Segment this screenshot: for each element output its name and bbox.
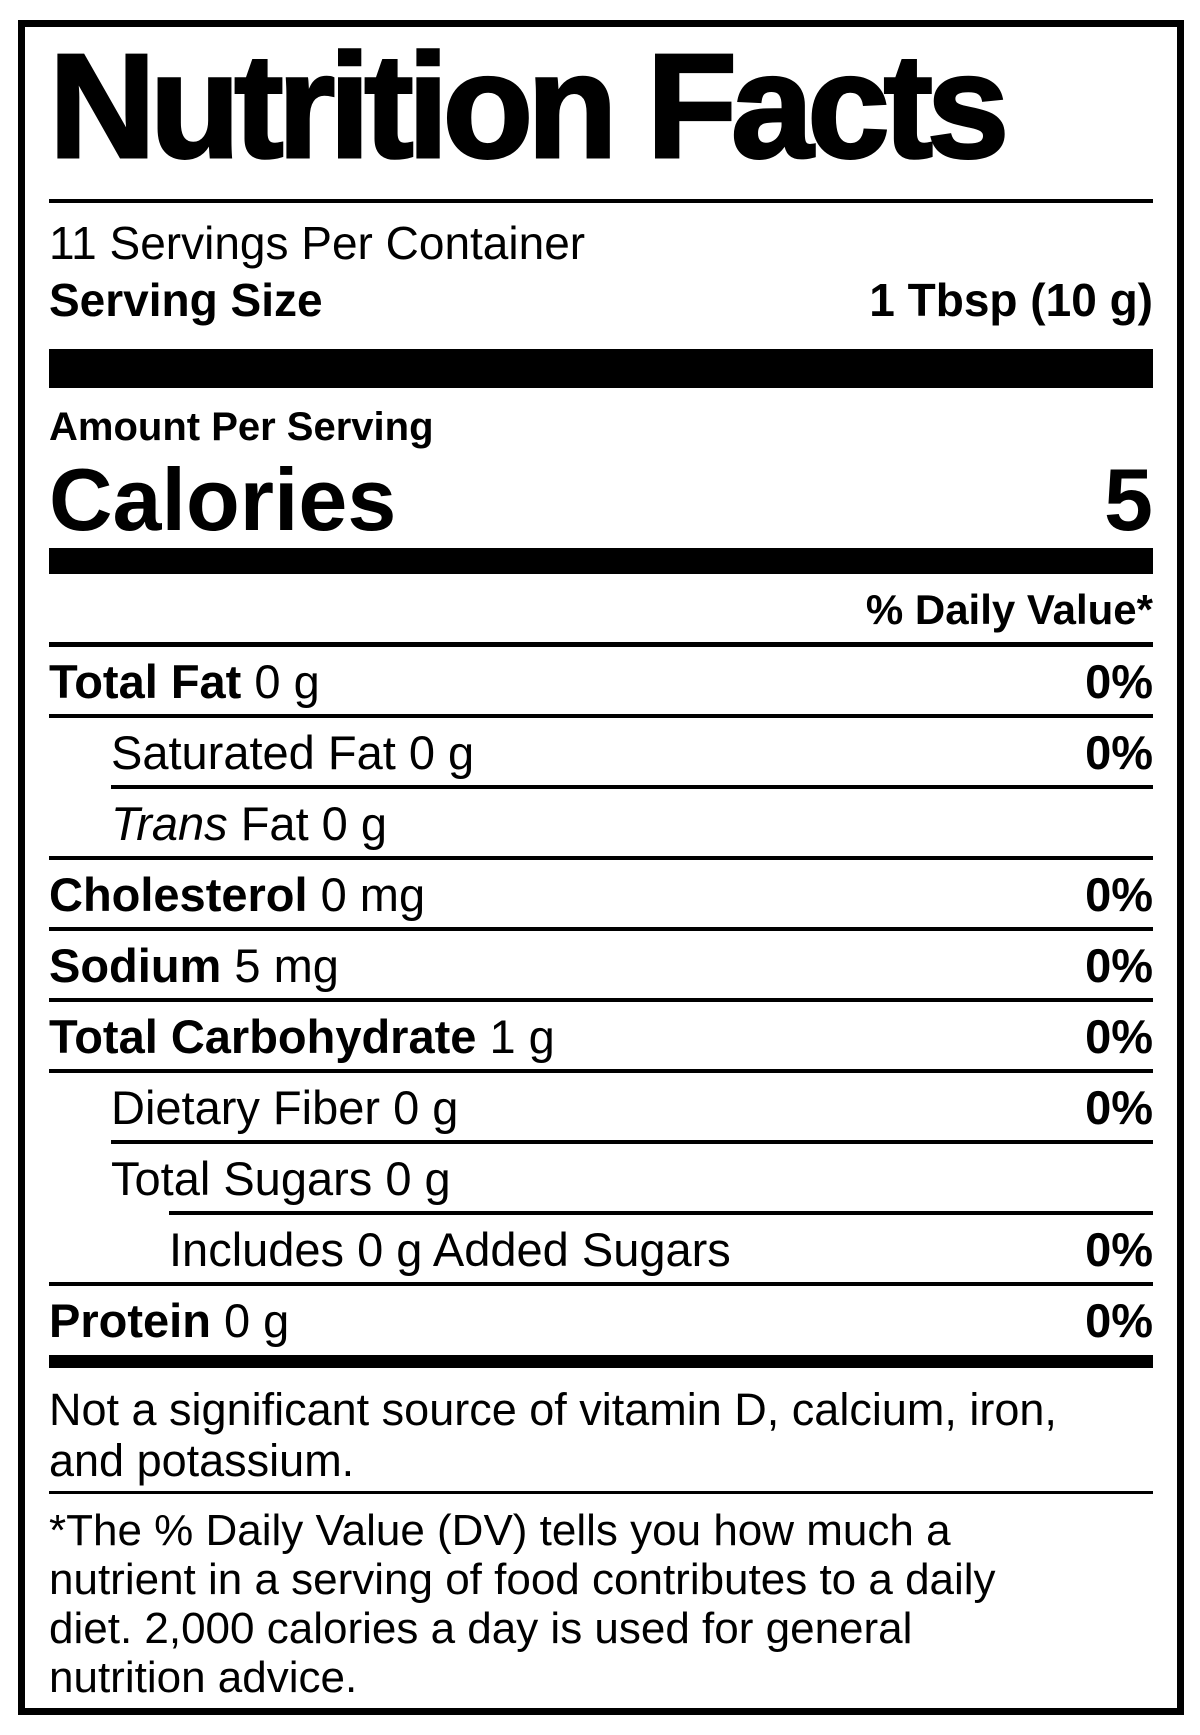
nutrient-name: Trans Fat 0 g [111,797,388,850]
footnote-divider [49,1491,1153,1494]
nutrient-name: Total Sugars 0 g [111,1152,451,1205]
nutrient-row: Sodium 5 mg 0% [49,931,1153,998]
servings-per-container: 11 Servings Per Container [49,217,586,269]
row-divider [49,927,1153,931]
daily-value-percent: 0% [1085,655,1153,708]
nutrient-row: Saturated Fat 0 g 0% [49,718,1153,785]
daily-value-header: % Daily Value* [865,586,1153,633]
nutrient-row: Dietary Fiber 0 g 0% [49,1073,1153,1140]
not-significant-note: Not a significant source of vitamin D, c… [49,1384,1057,1486]
nutrient-name: Total Fat 0 g [49,655,320,708]
label-title: Nutrition Facts [48,24,1011,189]
nutrient-name: Sodium 5 mg [49,939,339,992]
amount-per-serving-label: Amount Per Serving [49,405,434,449]
calories-row: Calories 5 [49,456,1153,544]
daily-value-percent: 0% [1085,939,1153,992]
daily-value-footnote: *The % Daily Value (DV) tells you how mu… [49,1506,996,1702]
row-divider [111,1140,1153,1144]
nutrient-name: Protein 0 g [49,1294,290,1347]
daily-value-percent: 0% [1085,726,1153,779]
nutrient-row: Trans Fat 0 g [49,789,1153,856]
serving-size-value: 1 Tbsp (10 g) [869,274,1153,326]
nutrient-row: Includes 0 g Added Sugars 0% [49,1215,1153,1282]
nutrient-rows: Total Fat 0 g 0% Saturated Fat 0 g 0% Trans … [49,647,1153,1353]
calories-value: 5 [1104,450,1153,549]
row-divider [49,1282,1153,1286]
nutrient-row: Total Sugars 0 g [49,1144,1153,1211]
row-divider [111,785,1153,789]
nutrient-name: Total Carbohydrate 1 g [49,1010,555,1063]
daily-value-divider [49,642,1153,647]
thick-divider-calories [49,548,1153,574]
row-divider [49,714,1153,718]
thick-divider-top [49,349,1153,388]
nutrient-row: Cholesterol 0 mg 0% [49,860,1153,927]
nutrient-name: Cholesterol 0 mg [49,868,426,921]
row-divider [49,998,1153,1002]
daily-value-percent: 0% [1085,868,1153,921]
nutrient-row: Protein 0 g 0% [49,1286,1153,1353]
nutrient-name: Saturated Fat 0 g [111,726,475,779]
row-divider [49,856,1153,860]
serving-size-row: Serving Size 1 Tbsp (10 g) [49,274,1153,327]
daily-value-percent: 0% [1085,1081,1153,1134]
nutrient-name: Includes 0 g Added Sugars [169,1223,731,1276]
nutrient-row: Total Fat 0 g 0% [49,647,1153,714]
daily-value-percent: 0% [1085,1223,1153,1276]
nutrient-row: Total Carbohydrate 1 g 0% [49,1002,1153,1069]
calories-label: Calories [49,450,397,549]
title-divider [49,199,1153,203]
daily-value-percent: 0% [1085,1010,1153,1063]
thick-divider-bottom [49,1355,1153,1368]
nutrition-facts-label: Nutrition Facts 11 Servings Per Containe… [18,20,1184,1715]
daily-value-percent: 0% [1085,1294,1153,1347]
row-divider [49,1069,1153,1073]
nutrient-name: Dietary Fiber 0 g [111,1081,459,1134]
serving-size-label: Serving Size [49,274,323,326]
row-divider [169,1211,1153,1215]
